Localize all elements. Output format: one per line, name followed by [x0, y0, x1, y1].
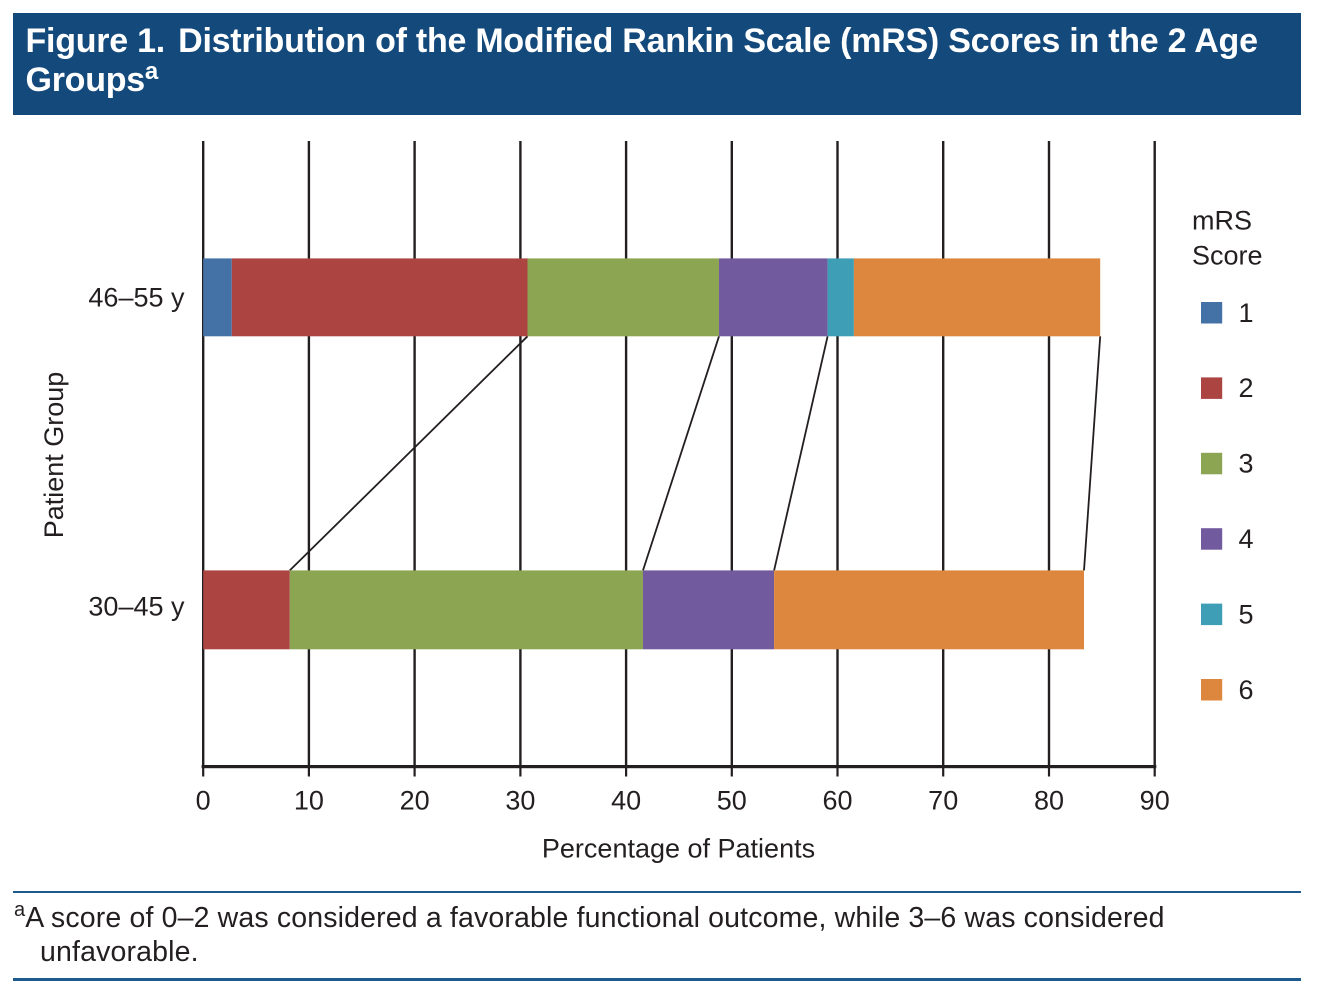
svg-text:40: 40 [611, 786, 641, 816]
svg-text:0: 0 [196, 786, 211, 816]
svg-text:3: 3 [1239, 449, 1254, 479]
svg-text:mRS: mRS [1192, 206, 1252, 236]
svg-text:Percentage of Patients: Percentage of Patients [542, 833, 815, 863]
svg-text:Patient Group: Patient Group [39, 372, 69, 539]
svg-text:Score: Score [1192, 241, 1263, 271]
svg-text:10: 10 [294, 786, 324, 816]
svg-text:30–45 y: 30–45 y [88, 592, 185, 622]
svg-text:1: 1 [1239, 298, 1254, 328]
svg-text:80: 80 [1034, 786, 1064, 816]
svg-text:70: 70 [928, 786, 958, 816]
svg-text:30: 30 [505, 786, 535, 816]
svg-text:20: 20 [400, 786, 430, 816]
svg-text:50: 50 [717, 786, 747, 816]
svg-text:90: 90 [1140, 786, 1170, 816]
svg-text:2: 2 [1239, 373, 1254, 403]
svg-text:5: 5 [1239, 599, 1254, 629]
svg-text:6: 6 [1239, 675, 1254, 705]
svg-text:60: 60 [822, 786, 852, 816]
svg-text:46–55 y: 46–55 y [88, 283, 185, 313]
svg-text:4: 4 [1239, 524, 1254, 554]
